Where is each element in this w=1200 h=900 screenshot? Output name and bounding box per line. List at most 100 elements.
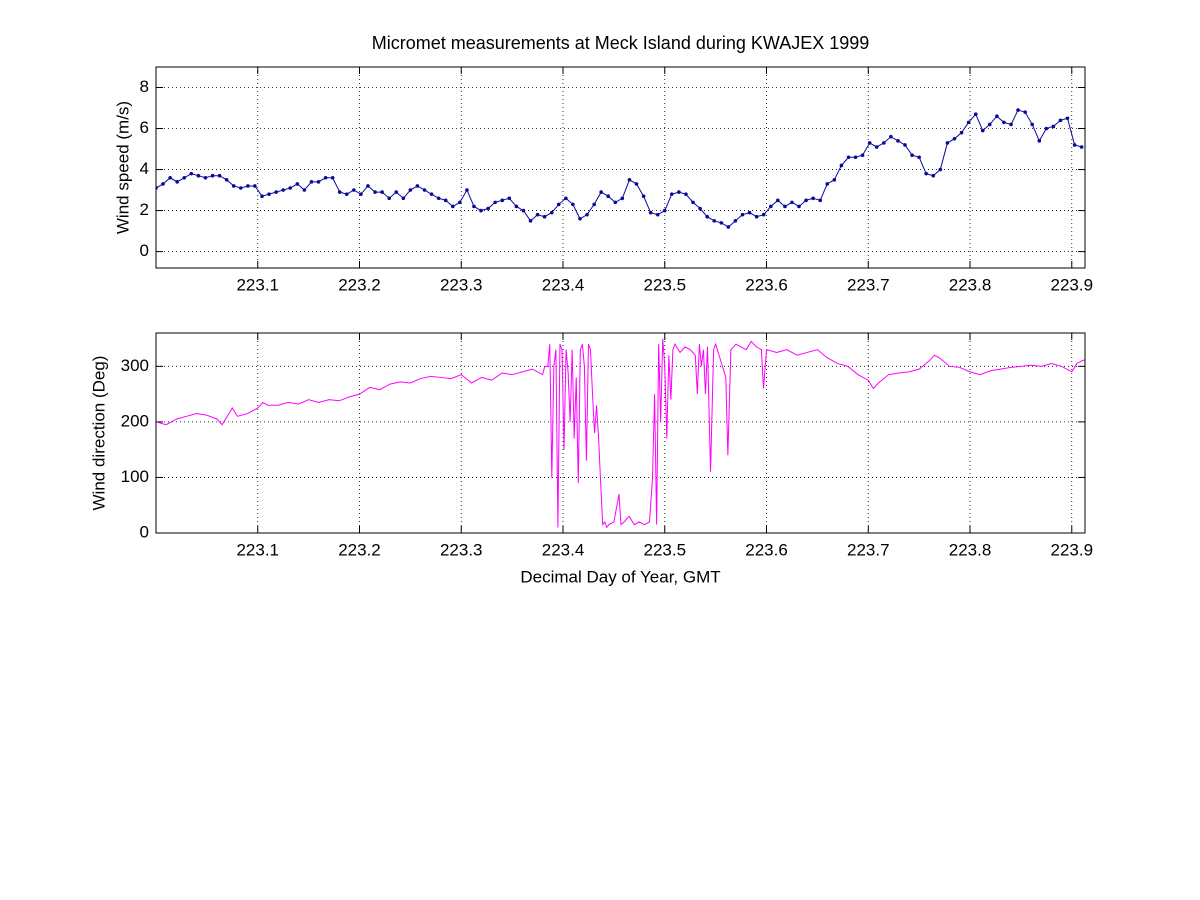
- data-point: [394, 190, 399, 194]
- data-point: [295, 182, 300, 186]
- data-point: [627, 178, 632, 182]
- data-point: [1079, 145, 1084, 149]
- data-point: [323, 175, 328, 180]
- data-point: [352, 188, 356, 192]
- data-point: [740, 212, 745, 217]
- chart-title: Micromet measurements at Meck Island dur…: [372, 33, 870, 53]
- data-point: [1023, 110, 1027, 114]
- data-point: [592, 202, 596, 207]
- data-point: [535, 212, 540, 217]
- y-tick-label: 0: [140, 522, 149, 541]
- data-point: [1016, 108, 1020, 112]
- data-point: [585, 212, 589, 217]
- series: [156, 338, 1085, 529]
- data-point: [528, 219, 533, 223]
- data-point: [203, 175, 208, 180]
- axes-frame: [155, 66, 1086, 269]
- data-point: [486, 206, 490, 211]
- x-tick-label: 223.7: [847, 275, 890, 294]
- data-point: [281, 188, 285, 192]
- data-point: [359, 192, 363, 196]
- data-point: [387, 196, 392, 201]
- data-point: [564, 196, 568, 201]
- y-tick-label: 6: [140, 118, 149, 137]
- x-tick-label: 223.9: [1050, 540, 1093, 559]
- data-point: [422, 188, 427, 192]
- data-point: [436, 196, 441, 201]
- data-point: [246, 184, 250, 188]
- data-point: [1009, 122, 1013, 127]
- data-point: [733, 219, 738, 223]
- data-point: [973, 112, 978, 116]
- data-point: [606, 194, 610, 199]
- data-point: [867, 141, 872, 145]
- data-point: [472, 204, 476, 209]
- data-point: [874, 145, 879, 149]
- data-point: [825, 182, 830, 186]
- axes: 223.1 223.2 223.3 223.4 223.5 223.6 223.7 223.8…: [89, 332, 1093, 586]
- data-point: [1002, 120, 1006, 125]
- data-point: [500, 198, 505, 203]
- data-point: [549, 210, 554, 215]
- data-point: [302, 188, 307, 192]
- data-point: [698, 206, 702, 211]
- data-point: [521, 208, 526, 213]
- data-point: [373, 190, 377, 194]
- x-tick-label: 223.9: [1050, 275, 1093, 294]
- data-point: [995, 114, 999, 119]
- data-point: [493, 200, 497, 205]
- data-point: [168, 175, 172, 180]
- data-point: [959, 130, 964, 135]
- data-point: [189, 171, 194, 176]
- data-point: [465, 188, 469, 192]
- x-tick-label: 223.1: [236, 540, 279, 559]
- x-tick-label: 223.2: [338, 275, 381, 294]
- data-point: [903, 143, 907, 147]
- y-tick-label: 4: [140, 159, 149, 178]
- plot-area: [156, 67, 1085, 268]
- data-point: [889, 134, 893, 139]
- x-tick-label: 223.4: [542, 275, 585, 294]
- data-point: [408, 188, 413, 192]
- data-point: [931, 173, 936, 178]
- data-point: [260, 194, 264, 199]
- data-point: [231, 184, 236, 188]
- x-axis-label: Decimal Day of Year, GMT: [520, 567, 720, 586]
- data-point: [599, 190, 603, 194]
- data-point: [882, 141, 886, 145]
- x-tick-label: 223.1: [236, 275, 279, 294]
- data-point: [648, 210, 653, 215]
- data-point: [1037, 139, 1042, 143]
- x-tick-label: 223.2: [338, 540, 381, 559]
- axes: 223.1 223.2 223.3 223.4 223.5 223.6 223.7 223.8…: [113, 33, 1093, 295]
- y-tick-label: 2: [140, 200, 149, 219]
- data-point: [684, 192, 688, 196]
- data-point: [924, 171, 928, 176]
- data-point: [161, 182, 165, 186]
- y-tick-label: 200: [121, 411, 149, 430]
- data-point: [669, 192, 674, 196]
- data-point: [910, 153, 914, 157]
- data-point: [776, 198, 780, 203]
- x-tick-label: 223.7: [847, 540, 890, 559]
- data-point: [613, 200, 618, 205]
- data-point: [747, 210, 752, 215]
- data-point: [804, 198, 808, 203]
- y-tick-label: 8: [140, 77, 149, 96]
- data-point: [507, 196, 512, 201]
- data-point: [1030, 122, 1034, 127]
- x-tick-label: 223.8: [949, 275, 992, 294]
- data-point: [366, 184, 370, 188]
- data-point: [719, 221, 724, 225]
- y-axis-label: Wind direction (Deg): [89, 356, 108, 511]
- data-point: [210, 173, 215, 178]
- data-point: [224, 178, 229, 182]
- data-point: [846, 155, 851, 160]
- series: [156, 108, 1084, 229]
- data-point: [938, 167, 943, 172]
- x-tick-label: 223.5: [643, 540, 686, 559]
- data-point: [860, 153, 865, 157]
- y-axis-label: Wind speed (m/s): [113, 101, 132, 234]
